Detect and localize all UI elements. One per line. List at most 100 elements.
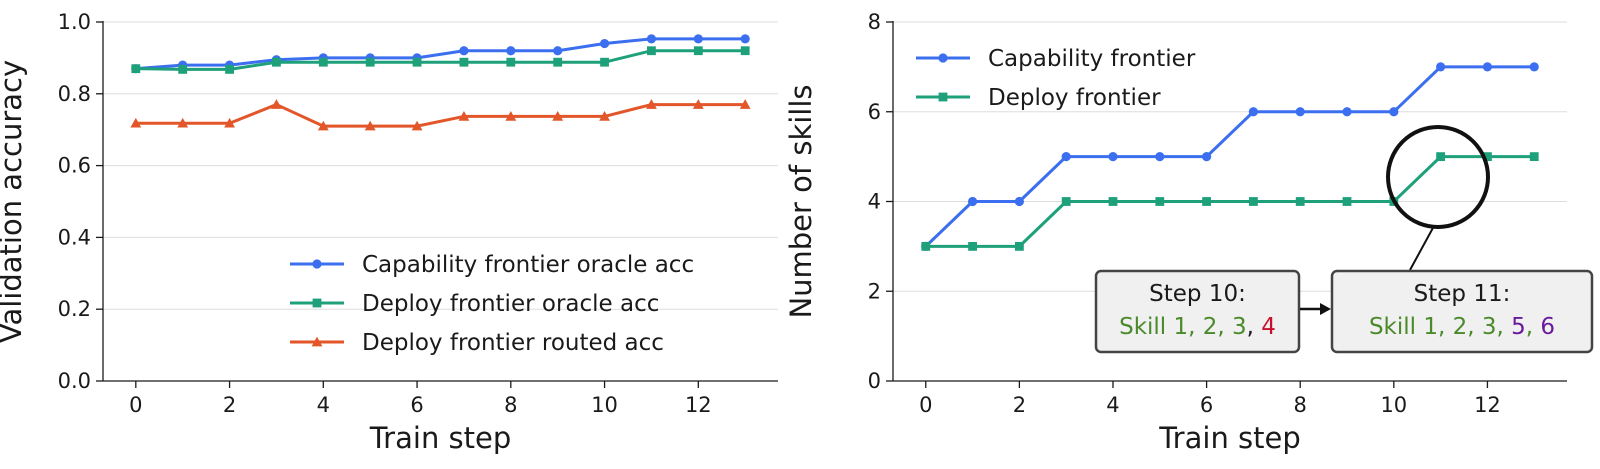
x-tick-label: 4 (317, 393, 330, 417)
data-point (1529, 62, 1539, 72)
legend-marker (312, 259, 322, 269)
x-tick-label: 8 (504, 393, 517, 417)
data-point (130, 117, 142, 128)
y-tick-label: 8 (868, 10, 881, 34)
data-point (740, 34, 750, 44)
data-point (1295, 107, 1305, 117)
data-point (599, 111, 610, 121)
x-tick-label: 12 (685, 393, 712, 417)
skill-text: 5 (1511, 314, 1526, 340)
data-point (967, 196, 978, 207)
x-tick-label: 2 (1013, 393, 1026, 417)
callout-box-step-10: Step 10: Skill 1, 2, 3, 4 (1094, 269, 1301, 354)
series-line (135, 103, 746, 128)
x-tick-label: 12 (1474, 393, 1501, 417)
x-tick-label: 0 (129, 393, 142, 417)
y-tick-label: 1.0 (58, 10, 91, 34)
legend-item: Deploy frontier routed acc (290, 330, 664, 356)
callout-title: Step 10: (1149, 281, 1246, 307)
data-point (1295, 197, 1305, 206)
data-point (1436, 62, 1446, 72)
y-axis-label: Validation accuracy (0, 60, 28, 343)
data-point (693, 46, 703, 56)
legend-marker (938, 53, 948, 63)
data-point (1108, 197, 1118, 206)
data-point (647, 46, 656, 56)
x-axis-label: Train step (1158, 421, 1301, 455)
data-point (364, 120, 376, 131)
y-tick-label: 0.6 (58, 154, 91, 178)
data-point (692, 99, 704, 109)
data-point (506, 46, 516, 56)
y-tick-label: 0.8 (58, 82, 91, 106)
x-tick-label: 10 (1380, 393, 1407, 417)
data-point (1389, 107, 1399, 117)
callout-box (1094, 269, 1301, 354)
skill-text: Skill 1, 2, 3 (1369, 314, 1497, 340)
data-point (365, 57, 375, 67)
skill-text: , (1247, 314, 1262, 340)
data-point (552, 111, 564, 121)
data-point (177, 117, 189, 128)
y-tick-label: 2 (868, 279, 881, 303)
data-point (225, 64, 234, 74)
data-point (553, 46, 563, 56)
data-point (1342, 197, 1352, 206)
y-tick-label: 0.4 (58, 225, 91, 249)
accuracy-chart: 0.0 0.2 0.4 0.6 0.8 1.0 0 2 4 6 8 10 12 Train step Val… (0, 10, 778, 455)
data-point (1342, 107, 1352, 117)
data-point (506, 57, 516, 67)
data-point (599, 38, 610, 49)
y-tick-label: 6 (868, 100, 881, 124)
skills-chart: 0 2 4 6 8 0 2 4 6 8 10 12 Train step Number of skills… (784, 10, 1594, 455)
y-tick-label: 0 (868, 369, 881, 393)
data-point (1248, 107, 1259, 117)
data-point (1061, 197, 1071, 206)
legend-marker (312, 298, 322, 308)
skill-text: 6 (1540, 314, 1555, 340)
skill-text: 4 (1261, 314, 1276, 340)
series-line (135, 49, 746, 71)
legend-item: Capability frontier (916, 46, 1196, 72)
legend-marker (311, 336, 323, 347)
callout-connector (1409, 225, 1435, 271)
data-point (131, 64, 141, 74)
legend-marker (938, 92, 948, 102)
callout-skills: Skill 1, 2, 3, 5, 6 (1369, 314, 1555, 340)
legend-label: Deploy frontier routed acc (362, 330, 664, 356)
legend-label: Capability frontier oracle acc (362, 252, 694, 278)
callout-title: Step 11: (1414, 281, 1511, 307)
data-point (553, 57, 563, 67)
callout-box-step-11: Step 11: Skill 1, 2, 3, 5, 6 (1330, 269, 1594, 354)
data-point (646, 99, 657, 109)
data-point (1201, 152, 1212, 162)
data-point (968, 241, 977, 251)
x-tick-label: 10 (591, 393, 618, 417)
series-line (135, 37, 746, 71)
y-tick-label: 0.0 (58, 369, 91, 393)
y-tick-label: 4 (868, 190, 881, 214)
highlight-circle (1386, 125, 1490, 229)
data-point (317, 120, 329, 131)
data-point (739, 99, 751, 109)
series-line (924, 65, 1535, 248)
data-point (1529, 152, 1539, 162)
data-point (646, 34, 657, 44)
x-tick-label: 4 (1106, 393, 1119, 417)
skill-text: , (1497, 314, 1512, 340)
data-point (271, 99, 282, 109)
series-0 (131, 34, 750, 74)
data-point (412, 57, 422, 67)
x-tick-label: 6 (1200, 393, 1213, 417)
data-point (1202, 197, 1211, 206)
data-point (1155, 152, 1165, 162)
data-point (693, 34, 703, 44)
callout-arrowhead (1320, 303, 1331, 315)
x-tick-label: 0 (919, 393, 932, 417)
series-1 (131, 46, 750, 74)
data-point (1249, 197, 1258, 206)
data-point (921, 241, 931, 251)
data-point (1108, 152, 1118, 162)
skill-text: , (1526, 314, 1541, 340)
